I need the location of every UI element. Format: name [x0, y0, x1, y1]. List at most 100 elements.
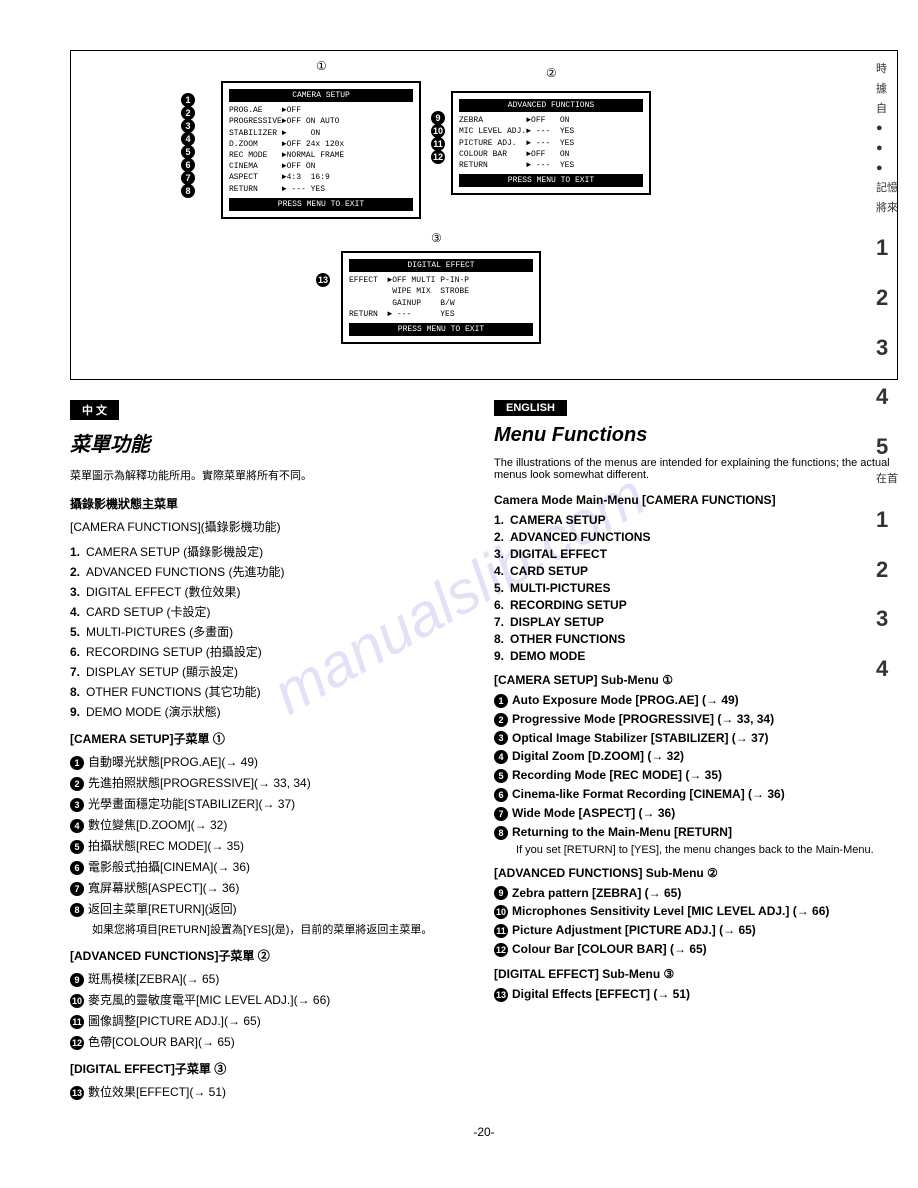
- diagram-label-2: ②: [546, 66, 557, 80]
- item-num: 13: [70, 1086, 84, 1100]
- chinese-mainmenu-sub: [CAMERA FUNCTIONS](攝錄影機功能): [70, 518, 474, 535]
- chinese-sub3-list: 13數位效果[EFFECT](→ 51): [70, 1083, 474, 1100]
- menu-box-2: ADVANCED FUNCTIONS ZEBRA ►OFF ON MIC LEV…: [451, 91, 651, 195]
- list-item: Picture Adjustment [PICTURE ADJ.] (→ 65): [512, 923, 756, 937]
- pointer-12: 12: [431, 150, 445, 164]
- pointer-5: 5: [181, 145, 195, 159]
- item-num: 1: [494, 694, 508, 708]
- pointer-1: 1: [181, 93, 195, 107]
- menu2-row: ZEBRA ►OFF ON: [459, 115, 643, 126]
- list-item: 先進拍照狀態[PROGRESSIVE](→ 33, 34): [88, 776, 311, 790]
- menu1-row: PROGRESSIVE►OFF ON AUTO: [229, 116, 413, 127]
- list-item: DEMO MODE (演示狀態): [86, 705, 221, 719]
- list-item: CAMERA SETUP (攝錄影機設定): [86, 545, 263, 559]
- english-sub3-head: [DIGITAL EFFECT] Sub-Menu ③: [494, 967, 898, 981]
- menu2-footer: PRESS MENU TO EXIT: [459, 174, 643, 187]
- list-item: CARD SETUP (卡設定): [86, 605, 210, 619]
- chinese-sub1-list: 1自動曝光狀態[PROG.AE](→ 49) 2先進拍照狀態[PROGRESSI…: [70, 753, 474, 937]
- item-num: 5: [494, 769, 508, 783]
- menu2-row: MIC LEVEL ADJ.► --- YES: [459, 126, 643, 137]
- pointer-7: 7: [181, 171, 195, 185]
- list-item: DISPLAY SETUP: [510, 615, 604, 629]
- pointer-4: 4: [181, 132, 195, 146]
- list-item: 電影般式拍攝[CINEMA](→ 36): [88, 860, 250, 874]
- english-sub1-note: If you set [RETURN] to [YES], the menu c…: [516, 844, 898, 856]
- menu1-row: REC MODE ►NORMAL FRAME: [229, 150, 413, 161]
- list-item: ADVANCED FUNCTIONS: [510, 530, 650, 544]
- item-num: 9: [494, 886, 508, 900]
- list-item: CARD SETUP: [510, 564, 588, 578]
- item-num: 12: [70, 1036, 84, 1050]
- columns-container: 中 文 菜單功能 菜單圖示為解釋功能所用。實際菜單將所有不同。 攝錄影機狀態主菜…: [70, 400, 898, 1110]
- menu1-row: CINEMA ►OFF ON: [229, 161, 413, 172]
- english-sub1-list: 1Auto Exposure Mode [PROG.AE] (→ 49) 2Pr…: [494, 693, 898, 856]
- item-num: 11: [494, 924, 508, 938]
- page-number: -20-: [70, 1125, 898, 1139]
- english-sub1-head: [CAMERA SETUP] Sub-Menu ①: [494, 673, 898, 687]
- list-item: Returning to the Main-Menu [RETURN]: [512, 825, 732, 839]
- chinese-sub3-head: [DIGITAL EFFECT]子菜單 ③: [70, 1060, 474, 1077]
- pointer-11: 11: [431, 137, 445, 151]
- list-item: OTHER FUNCTIONS: [510, 632, 625, 646]
- list-item: Zebra pattern [ZEBRA] (→ 65): [512, 886, 681, 900]
- list-item: Colour Bar [COLOUR BAR] (→ 65): [512, 942, 707, 956]
- item-num: 8: [70, 903, 84, 917]
- pointer-2: 2: [181, 106, 195, 120]
- menu3-row: GAINUP B/W: [349, 298, 533, 309]
- item-num: 9: [70, 973, 84, 987]
- list-item: 返回主菜單[RETURN](返回): [88, 902, 237, 916]
- list-item: 圖像調整[PICTURE ADJ.](→ 65): [88, 1014, 261, 1028]
- menu1-row: ASPECT ►4:3 16:9: [229, 172, 413, 183]
- menu1-footer: PRESS MENU TO EXIT: [229, 198, 413, 211]
- item-num: 4: [494, 750, 508, 764]
- menu1-row: STABILIZER ► ON: [229, 128, 413, 139]
- menu1-header: CAMERA SETUP: [229, 89, 413, 102]
- chinese-mainmenu-head: 攝錄影機狀態主菜單: [70, 495, 474, 512]
- item-num: 13: [494, 988, 508, 1002]
- menu2-row: RETURN ► --- YES: [459, 160, 643, 171]
- pointer-13: 13: [316, 273, 330, 287]
- english-sub3-list: 13 Digital Effects [EFFECT] (→ 51): [494, 987, 898, 1002]
- list-item: 色帶[COLOUR BAR](→ 65): [88, 1035, 235, 1049]
- item-num: 8: [494, 826, 508, 840]
- list-item: DIGITAL EFFECT: [510, 547, 607, 561]
- list-item: DISPLAY SETUP (顯示設定): [86, 665, 238, 679]
- list-item: 自動曝光狀態[PROG.AE](→ 49): [88, 755, 258, 769]
- menu3-header: DIGITAL EFFECT: [349, 259, 533, 272]
- list-item: Digital Effects [EFFECT] (→ 51): [512, 987, 690, 1001]
- chinese-sub2-head: [ADVANCED FUNCTIONS]子菜單 ②: [70, 947, 474, 964]
- item-num: 4: [70, 819, 84, 833]
- list-item: DIGITAL EFFECT (數位效果): [86, 585, 240, 599]
- list-item: ADVANCED FUNCTIONS (先進功能): [86, 565, 284, 579]
- menu-diagrams-container: ① ② ③ 1 2 3 4 5 6 7 8 9 10 11 12 13 CAME…: [70, 50, 898, 380]
- list-item: Wide Mode [ASPECT] (→ 36): [512, 806, 675, 820]
- item-num: 3: [70, 798, 84, 812]
- menu3-row: WIPE MIX STROBE: [349, 286, 533, 297]
- item-num: 10: [70, 994, 84, 1008]
- list-item: OTHER FUNCTIONS (其它功能): [86, 685, 261, 699]
- chinese-column: 中 文 菜單功能 菜單圖示為解釋功能所用。實際菜單將所有不同。 攝錄影機狀態主菜…: [70, 400, 474, 1110]
- list-item: Microphones Sensitivity Level [MIC LEVEL…: [512, 904, 829, 918]
- chinese-intro: 菜單圖示為解釋功能所用。實際菜單將所有不同。: [70, 467, 474, 483]
- menu1-row: PROG.AE ►OFF: [229, 105, 413, 116]
- item-num: 6: [70, 861, 84, 875]
- pointer-10: 10: [431, 124, 445, 138]
- english-lang-label: ENGLISH: [494, 400, 567, 416]
- item-num: 11: [70, 1015, 84, 1029]
- menu3-footer: PRESS MENU TO EXIT: [349, 323, 533, 336]
- list-item: 數位變焦[D.ZOOM](→ 32): [88, 818, 227, 832]
- item-num: 5: [70, 840, 84, 854]
- item-num: 6: [494, 788, 508, 802]
- pointer-6: 6: [181, 158, 195, 172]
- menu2-header: ADVANCED FUNCTIONS: [459, 99, 643, 112]
- pointer-9: 9: [431, 111, 445, 125]
- item-num: 10: [494, 905, 508, 919]
- menu3-row: RETURN ► --- YES: [349, 309, 533, 320]
- menu1-row: RETURN ► --- YES: [229, 184, 413, 195]
- list-item: DEMO MODE: [510, 649, 585, 663]
- diagram-label-1: ①: [316, 59, 327, 73]
- item-num: 7: [494, 807, 508, 821]
- chinese-lang-label: 中 文: [70, 400, 119, 420]
- english-sub2-list: 9 Zebra pattern [ZEBRA] (→ 65) 10 Micropho…: [494, 886, 898, 957]
- menu3-row: EFFECT ►OFF MULTI P-IN-P: [349, 275, 533, 286]
